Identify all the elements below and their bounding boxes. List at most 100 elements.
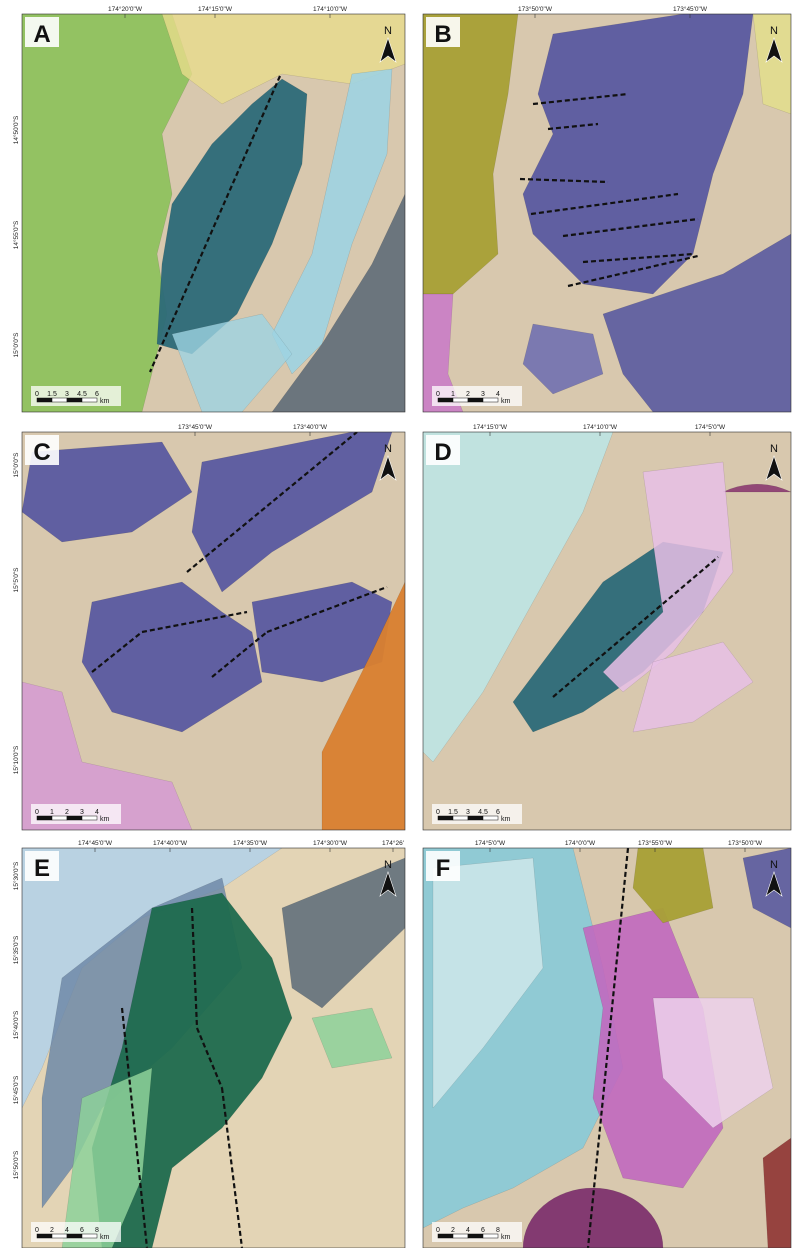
label-box (426, 435, 460, 465)
scale-label: 4.5 (77, 391, 87, 398)
scale-label: 3 (65, 391, 69, 398)
geologic-unit (722, 483, 791, 633)
latitude-label: 15°40'0"S (12, 1010, 20, 1039)
geologic-unit (432, 857, 544, 1109)
scale-segment (51, 815, 68, 821)
scale-label: 0 (35, 1227, 39, 1234)
geologic-unit (522, 1187, 664, 1248)
latitude-label: 15°5'0"S (12, 567, 20, 593)
scale-segment (452, 1233, 469, 1239)
map-content (423, 848, 791, 1248)
scale-label: 3 (481, 391, 485, 398)
latitude-label: 15°45'0"S (12, 1075, 20, 1104)
longitude-label: 174°5'0"W (475, 839, 506, 847)
panel-letter: B (434, 21, 451, 48)
longitude-label: 174°35'0"W (233, 839, 268, 847)
scale-label: 1 (50, 809, 54, 816)
scale-unit: km (100, 1234, 110, 1241)
lineament (190, 907, 199, 1029)
north-label: N (770, 25, 778, 37)
lineament (586, 848, 630, 1248)
scale-label: 4 (496, 391, 500, 398)
geologic-unit (171, 313, 293, 412)
north-arrow (765, 37, 783, 63)
scale-segment (452, 815, 469, 821)
scale-segment (36, 815, 53, 821)
latitude-label: 14°50'0"S (12, 115, 20, 144)
label-box (25, 17, 59, 47)
longitude-label: 174°26' (382, 839, 404, 847)
geologic-unit (423, 432, 614, 763)
lineament (195, 1027, 224, 1089)
scale-segment (482, 815, 499, 821)
geologic-unit (271, 68, 393, 375)
panel-letter: F (436, 855, 451, 882)
map-panel: F N 0 2 4 6 8km (422, 847, 792, 1248)
scale-segment (467, 1233, 484, 1239)
map-content (22, 848, 405, 1248)
longitude-label: 174°15'0"W (198, 5, 233, 13)
longitude-label: 173°40'0"W (293, 423, 328, 431)
longitude-label: 174°45'0"W (78, 839, 113, 847)
label-box (426, 851, 460, 881)
scale-label: 1.5 (448, 809, 458, 816)
geologic-unit (321, 581, 405, 830)
scale-segment (66, 815, 83, 821)
lineament (91, 631, 143, 673)
latitude-label: 15°0'0"S (12, 452, 20, 478)
scale-label: 6 (95, 391, 99, 398)
longitude-label: 173°45'0"W (673, 5, 708, 13)
scale-label: 0 (436, 1227, 440, 1234)
scale-label: 3 (466, 809, 470, 816)
scale-label: 0 (35, 809, 39, 816)
lineament (220, 1087, 244, 1248)
scale-label: 2 (65, 809, 69, 816)
scale-segment (51, 1233, 68, 1239)
geologic-unit (602, 461, 734, 693)
map-panel: B N 0 1 2 3 4km (422, 13, 792, 413)
scale-label: 8 (496, 1227, 500, 1234)
label-box (426, 17, 460, 47)
panel-frame (422, 13, 792, 413)
scale-label: 0 (35, 391, 39, 398)
geologic-unit (752, 14, 791, 115)
geologic-unit (22, 681, 193, 830)
lineament (567, 254, 699, 288)
scale-segment (51, 397, 68, 403)
scale-segment (36, 1233, 53, 1239)
geologic-unit (81, 581, 263, 733)
geologic-unit (161, 14, 405, 105)
scale-unit: km (501, 398, 511, 405)
scale-label: 8 (95, 1227, 99, 1234)
north-arrow (765, 871, 783, 897)
longitude-label: 174°10'0"W (583, 423, 618, 431)
scale-label: 2 (451, 1227, 455, 1234)
panel-letter: A (33, 21, 50, 48)
north-arrow (765, 455, 783, 481)
longitude-label: 173°55'0"W (638, 839, 673, 847)
scale-label: 1.5 (47, 391, 57, 398)
scale-segment (467, 397, 484, 403)
geologic-unit (742, 848, 791, 929)
scale-segment (81, 397, 98, 403)
lineament (582, 252, 694, 264)
geologic-unit (191, 432, 393, 593)
scale-unit: km (501, 1234, 511, 1241)
scale-label: 4 (95, 809, 99, 816)
panel-frame (21, 847, 406, 1248)
geologic-unit (652, 997, 774, 1129)
longitude-label: 174°10'0"W (313, 5, 348, 13)
lineament (141, 610, 248, 634)
map-panel: C N 0 1 2 3 4km (21, 431, 406, 831)
latitude-label: 15°10'0"S (12, 745, 20, 774)
scale-label: 3 (80, 809, 84, 816)
scale-segment (437, 397, 454, 403)
panel-frame (21, 431, 406, 831)
map-content (423, 432, 791, 830)
panel-letter: D (434, 439, 451, 466)
longitude-label: 174°0'0"W (565, 839, 596, 847)
panel-letter: C (33, 439, 50, 466)
geologic-unit (311, 1007, 393, 1069)
north-label: N (770, 859, 778, 871)
